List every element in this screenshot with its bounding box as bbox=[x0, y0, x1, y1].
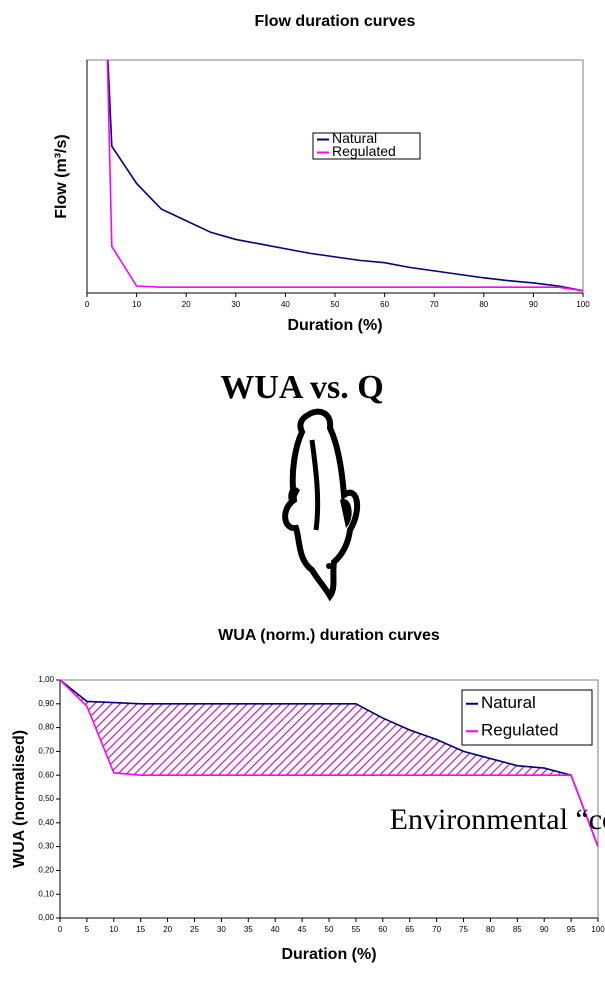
x-tick-label: 100 bbox=[576, 300, 590, 309]
x-tick-label: 60 bbox=[380, 300, 389, 309]
x-tick-label: 70 bbox=[432, 925, 441, 934]
x-axis-label: Duration (%) bbox=[281, 946, 376, 963]
annotation: Environmental “cost” bbox=[390, 803, 605, 836]
plot-content bbox=[60, 680, 598, 847]
y-tick-label: 0,50 bbox=[38, 794, 54, 803]
x-tick-label: 20 bbox=[182, 300, 191, 309]
series-line bbox=[60, 680, 598, 847]
x-tick-label: 60 bbox=[378, 925, 387, 934]
x-tick-label: 65 bbox=[405, 925, 414, 934]
x-tick-label: 5 bbox=[85, 925, 90, 934]
y-tick-label: 0,90 bbox=[38, 699, 54, 708]
y-tick-label: 0,00 bbox=[38, 913, 54, 922]
x-tick-label: 80 bbox=[486, 925, 495, 934]
y-tick-label: 0,60 bbox=[38, 770, 54, 779]
x-tick-label: 40 bbox=[281, 300, 290, 309]
chart-title: Flow duration curves bbox=[255, 13, 416, 30]
plot-area bbox=[86, 59, 584, 294]
chart-title: WUA (norm.) duration curves bbox=[218, 627, 440, 644]
x-tick-label: 15 bbox=[136, 925, 145, 934]
legend-box bbox=[461, 689, 593, 746]
x-tick-label: 35 bbox=[244, 925, 253, 934]
x-tick-label: 10 bbox=[109, 925, 118, 934]
legend-box bbox=[312, 132, 421, 160]
series-line bbox=[106, 60, 583, 292]
series-line bbox=[60, 680, 598, 847]
y-tick-label: 0,20 bbox=[38, 866, 54, 875]
x-tick-label: 80 bbox=[479, 300, 488, 309]
y-tick-label: 0,10 bbox=[38, 889, 54, 898]
x-tick-label: 70 bbox=[430, 300, 439, 309]
x-tick-label: 55 bbox=[351, 925, 360, 934]
x-tick-label: 90 bbox=[529, 300, 538, 309]
y-tick-label: 0,80 bbox=[38, 723, 54, 732]
x-tick-label: 50 bbox=[325, 925, 334, 934]
series-line bbox=[107, 60, 583, 292]
plot-content bbox=[106, 60, 583, 292]
x-tick-label: 85 bbox=[513, 925, 522, 934]
cost-area bbox=[60, 680, 598, 847]
y-tick-label: 0,70 bbox=[38, 747, 54, 756]
x-tick-label: 20 bbox=[163, 925, 172, 934]
x-tick-label: 100 bbox=[591, 925, 605, 934]
x-tick-label: 0 bbox=[58, 925, 63, 934]
fish-drawing bbox=[282, 408, 361, 602]
y-axis-label: Flow (m³/s) bbox=[53, 134, 70, 218]
legend-label: Regulated bbox=[481, 721, 559, 740]
legend-label: Regulated bbox=[332, 143, 396, 159]
x-tick-label: 90 bbox=[540, 925, 549, 934]
y-axis-label: WUA (normalised) bbox=[11, 730, 28, 868]
x-tick-label: 30 bbox=[231, 300, 240, 309]
y-tick-label: 1,00 bbox=[38, 675, 54, 684]
y-tick-label: 0,40 bbox=[38, 818, 54, 827]
x-tick-label: 10 bbox=[132, 300, 141, 309]
x-tick-label: 30 bbox=[217, 925, 226, 934]
legend-label: Natural bbox=[332, 130, 377, 146]
x-tick-label: 45 bbox=[298, 925, 307, 934]
x-tick-label: 75 bbox=[459, 925, 468, 934]
x-tick-label: 95 bbox=[567, 925, 576, 934]
x-tick-label: 25 bbox=[190, 925, 199, 934]
x-tick-label: 40 bbox=[271, 925, 280, 934]
heading: WUA vs. Q bbox=[220, 369, 383, 406]
x-axis-label: Duration (%) bbox=[287, 317, 382, 334]
legend-label: Natural bbox=[481, 693, 536, 712]
x-tick-label: 0 bbox=[85, 300, 90, 309]
y-tick-label: 0,30 bbox=[38, 842, 54, 851]
x-tick-label: 50 bbox=[331, 300, 340, 309]
